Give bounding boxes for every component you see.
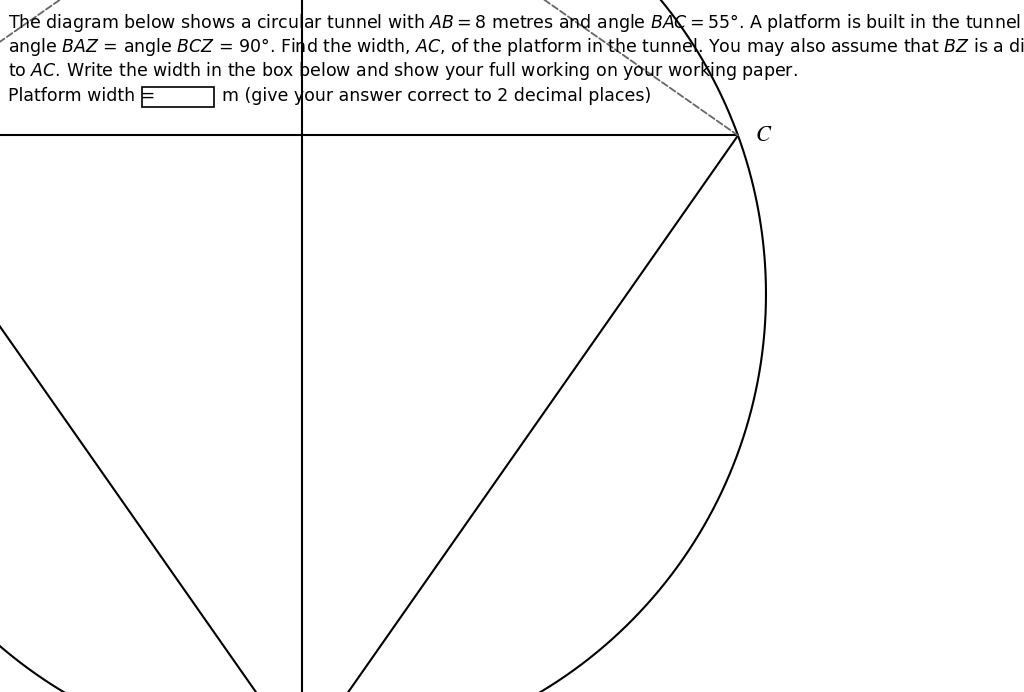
Text: C: C bbox=[756, 125, 771, 146]
Bar bbox=[142, 87, 214, 107]
Text: angle $BAZ$ = angle $BCZ$ = $90°$. Find the width, $AC$, of the platform in the : angle $BAZ$ = angle $BCZ$ = $90°$. Find … bbox=[8, 36, 1024, 58]
Text: Platform width =: Platform width = bbox=[8, 87, 161, 105]
Text: The diagram below shows a circular tunnel with $AB = 8$ metres and angle $BAC = : The diagram below shows a circular tunne… bbox=[8, 12, 1024, 34]
Text: to $AC$. Write the width in the box below and show your full working on your wor: to $AC$. Write the width in the box belo… bbox=[8, 60, 798, 82]
Text: m (give your answer correct to 2 decimal places): m (give your answer correct to 2 decimal… bbox=[222, 87, 651, 105]
